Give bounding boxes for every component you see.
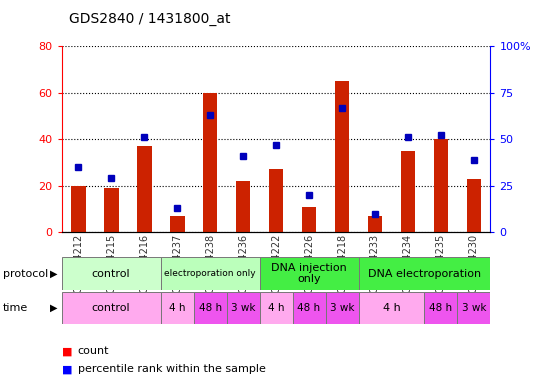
Text: control: control [92, 268, 130, 279]
Bar [425, 292, 457, 324]
Text: ■: ■ [62, 364, 72, 374]
Text: protocol: protocol [3, 268, 48, 279]
Bar [259, 257, 359, 290]
Bar [359, 292, 425, 324]
Bar [368, 216, 382, 232]
Text: ▶: ▶ [50, 268, 58, 279]
Text: 3 wk: 3 wk [231, 303, 255, 313]
Bar [334, 81, 349, 232]
Text: GDS2840 / 1431800_at: GDS2840 / 1431800_at [69, 12, 231, 25]
Bar [71, 186, 86, 232]
Text: percentile rank within the sample: percentile rank within the sample [78, 364, 266, 374]
Bar [359, 257, 490, 290]
Bar [457, 292, 490, 324]
Bar [466, 179, 481, 232]
Bar [269, 169, 284, 232]
Bar [259, 292, 293, 324]
Bar [193, 292, 227, 324]
Text: ▶: ▶ [50, 303, 58, 313]
Text: control: control [92, 303, 130, 313]
Text: time: time [3, 303, 28, 313]
Bar [236, 181, 250, 232]
Text: 48 h: 48 h [429, 303, 452, 313]
Bar [103, 188, 118, 232]
Text: electroporation only: electroporation only [164, 269, 256, 278]
Text: 4 h: 4 h [268, 303, 284, 313]
Text: 4 h: 4 h [383, 303, 400, 313]
Text: 3 wk: 3 wk [330, 303, 354, 313]
Bar [137, 146, 152, 232]
Bar [161, 257, 259, 290]
Bar [293, 292, 325, 324]
Bar [170, 216, 184, 232]
Text: ■: ■ [62, 346, 72, 356]
Bar [325, 292, 359, 324]
Bar [400, 151, 415, 232]
Bar [434, 139, 449, 232]
Text: DNA injection
only: DNA injection only [271, 263, 347, 285]
Bar [302, 207, 316, 232]
Bar [227, 292, 259, 324]
Bar [203, 93, 218, 232]
Text: 48 h: 48 h [297, 303, 321, 313]
Text: 3 wk: 3 wk [461, 303, 486, 313]
Text: count: count [78, 346, 109, 356]
Text: 4 h: 4 h [169, 303, 185, 313]
Bar [161, 292, 193, 324]
Bar [62, 257, 161, 290]
Text: 48 h: 48 h [198, 303, 221, 313]
Text: DNA electroporation: DNA electroporation [368, 268, 481, 279]
Bar [62, 292, 161, 324]
